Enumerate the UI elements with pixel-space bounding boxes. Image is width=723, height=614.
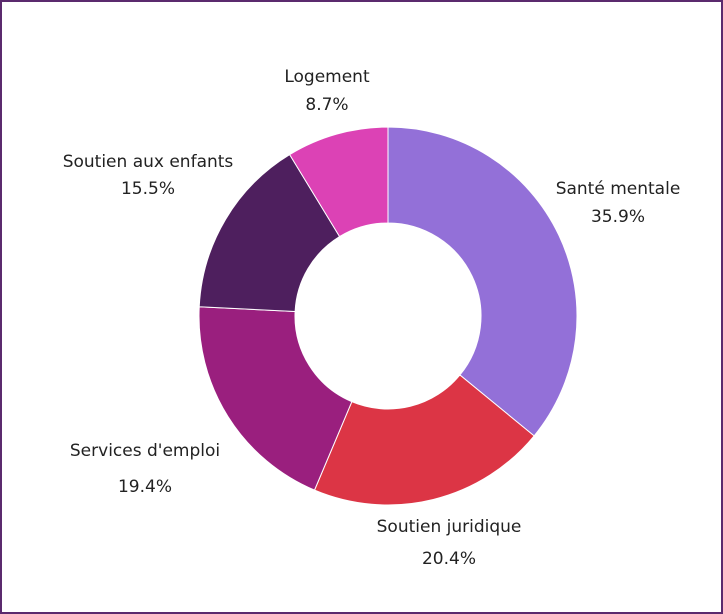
slice-label: Soutien aux enfants xyxy=(63,152,234,172)
slice-soutien-aux-enfants[interactable] xyxy=(198,153,341,312)
slice-percent-label: 35.9% xyxy=(591,207,645,227)
slice-services-d-emploi[interactable] xyxy=(198,306,353,491)
slice-logement[interactable] xyxy=(288,126,389,238)
slice-label: Soutien juridique xyxy=(377,517,522,537)
labels-group: Santé mentale 35.9% Soutien juridique 20.4%… xyxy=(63,67,681,569)
slice-percent-label: 15.5% xyxy=(121,179,175,199)
slices-group xyxy=(198,126,578,506)
slice-label: Santé mentale xyxy=(556,179,681,199)
slice-label: Services d'emploi xyxy=(70,441,220,461)
slice-label: Logement xyxy=(284,67,370,87)
slice-percent-label: 8.7% xyxy=(305,95,348,115)
slice-soutien-juridique[interactable] xyxy=(313,374,535,506)
slice-percent-label: 19.4% xyxy=(118,477,172,497)
slice-percent-label: 20.4% xyxy=(422,549,476,569)
slice-sant-mentale[interactable] xyxy=(387,126,578,437)
